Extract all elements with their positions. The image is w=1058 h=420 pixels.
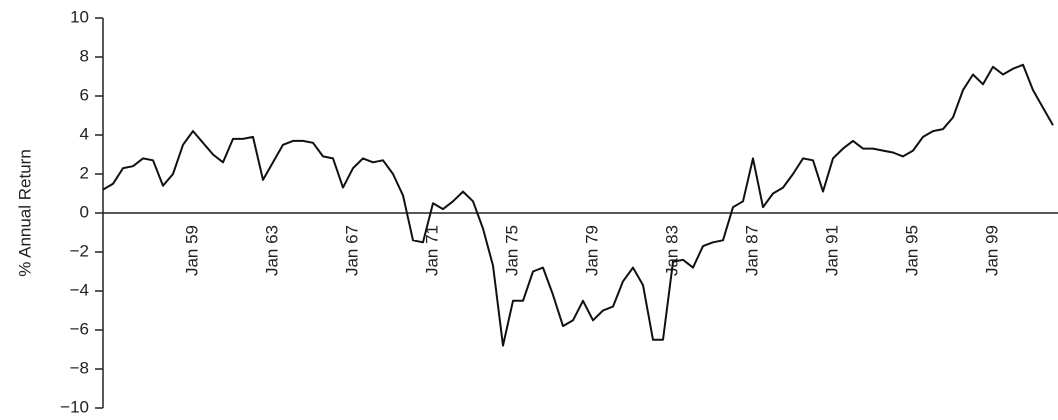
x-tick-label: Jan 67 [342,225,361,276]
y-tick-label: −4 [70,280,89,299]
y-tick-label: 10 [70,7,89,26]
line-series [102,63,1054,347]
x-tick-label: Jan 59 [182,225,201,276]
y-tick-label: −10 [60,397,89,416]
x-tick-label: Jan 71 [422,225,441,276]
x-tick-label: Jan 63 [262,225,281,276]
x-tick-label: Jan 87 [742,225,761,276]
y-tick-label: 0 [80,202,89,221]
y-tick-label: −2 [70,241,89,260]
y-tick-label: 8 [80,46,89,65]
x-tick-label: Jan 99 [982,225,1001,276]
x-tick-label: Jan 91 [822,225,841,276]
x-tick-label: Jan 79 [582,225,601,276]
y-tick-label: 4 [80,124,89,143]
y-tick-label: −6 [70,319,89,338]
x-tick-label: Jan 83 [662,225,681,276]
y-axis-label: % Annual Return [15,149,34,277]
x-tick-label: Jan 75 [502,225,521,276]
y-tick-label: −8 [70,358,89,377]
x-tick-label: Jan 95 [902,225,921,276]
y-tick-label: 6 [80,85,89,104]
y-tick-label: 2 [80,163,89,182]
